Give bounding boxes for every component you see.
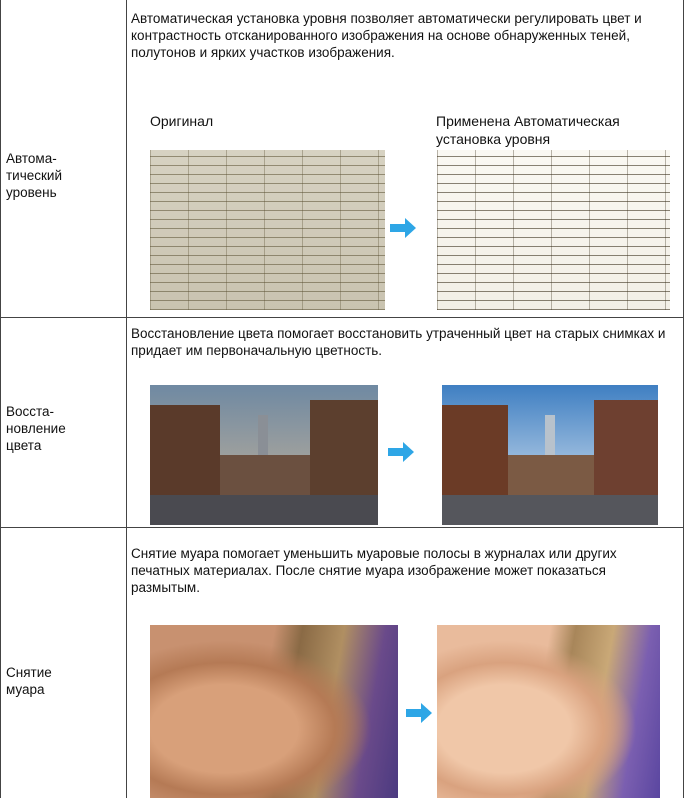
- table-border: [0, 317, 684, 318]
- image: [150, 625, 398, 798]
- row-label: Восста- новление цвета: [6, 404, 66, 453]
- description: Снятие муара помогает уменьшить муаровые…: [131, 546, 617, 595]
- description: Автоматическая установка уровня позволяе…: [131, 11, 642, 60]
- image: [150, 385, 378, 525]
- arrow: [390, 218, 416, 238]
- image: [437, 625, 660, 798]
- table-border: [0, 527, 684, 528]
- table-border: [683, 0, 684, 798]
- arrow: [406, 703, 432, 723]
- table-border: [126, 0, 127, 798]
- image: [442, 385, 658, 525]
- row-label: Снятие муара: [6, 665, 52, 697]
- description: Восстановление цвета помогает восстанови…: [131, 326, 666, 358]
- table-border: [0, 0, 1, 798]
- row-label: Автома- тический уровень: [6, 151, 63, 200]
- image: [150, 150, 385, 310]
- image: [437, 150, 670, 310]
- arrow: [388, 442, 414, 462]
- caption: Применена Автоматическая установка уровн…: [436, 113, 620, 147]
- caption: Оригинал: [150, 113, 214, 129]
